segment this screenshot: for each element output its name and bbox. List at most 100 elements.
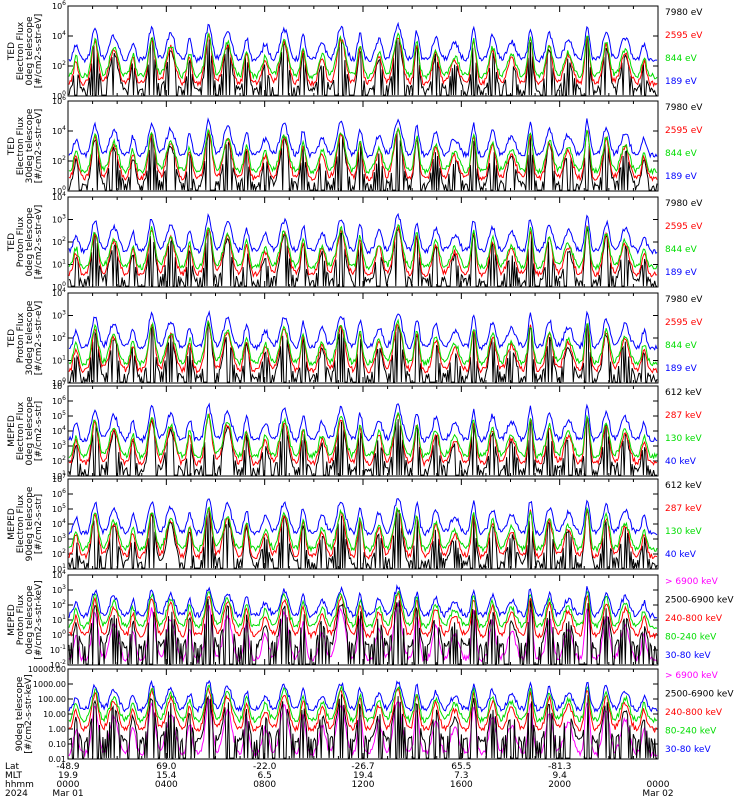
legend-label: 844 eV [665,245,698,255]
legend-label: 130 keV [665,527,702,537]
legend-label: 287 keV [665,504,702,514]
y-axis-label: 30deg telescope [25,300,35,375]
series-line [68,126,658,182]
series-line [68,583,658,620]
legend-label: 30-80 keV [665,651,711,661]
y-tick-label: 102 [52,332,66,343]
y-axis-label: MEPED [7,508,17,540]
series-line [68,127,658,176]
x-axis-lat-value: 69.0 [156,762,176,772]
y-tick-label: 106 [52,0,66,11]
x-axis-row-label: Lat [5,762,20,772]
series-line [68,310,658,352]
x-axis-lat-value: -26.7 [351,762,374,772]
legend-label: 240-800 keV [665,708,723,718]
legend-label: 7980 eV [665,295,703,305]
panel-7: 10-2 10-1 100 101 102 103 104 MEPED Proton Flux 0… [7,569,734,670]
x-axis-mlt-value: 19.9 [58,771,78,781]
x-axis-mlt-value: 7.3 [454,771,468,781]
x-axis-hhmm-value: 2000 [548,780,571,790]
legend-label: 2500-6900 keV [665,690,734,700]
series-line [68,590,658,631]
y-tick-label: 107 [52,473,66,484]
legend-label: 2595 eV [665,126,703,136]
y-tick-label: 10-1 [50,644,66,655]
y-axis-label: 30deg telescope [25,108,35,183]
y-axis-label: 90deg telescope [25,486,35,561]
y-tick-label: 100 [52,281,66,292]
y-tick-label: 102 [52,60,66,71]
series-line [68,598,658,665]
y-axis-label: [#/cm2-s-str-eV] [34,14,44,89]
y-tick-label: 104 [52,569,66,580]
y-tick-label: 106 [52,95,66,106]
series-line [68,31,658,81]
legend-label: 2500-6900 keV [665,596,734,606]
panel-2: 100 102 104 106 TED Electron Flux 30deg telesc… [7,95,703,196]
series-line [68,417,657,478]
y-tick-label: 106 [52,395,66,406]
legend-label: 2595 eV [665,318,703,328]
legend-label: 189 eV [665,172,698,182]
x-axis-row-label: 2024 [5,789,28,799]
y-axis-label: 0deg telescope [25,585,35,655]
series-line [68,506,658,554]
y-tick-label: 103 [52,533,66,544]
y-tick-label: 103 [52,440,66,451]
series-line [68,685,658,734]
series-line [69,321,658,385]
y-axis-label: 0deg telescope [25,207,35,277]
x-axis-row-label: MLT [5,771,23,781]
y-tick-label: 10.00 [43,710,66,719]
x-axis-lat-value: -81.3 [548,762,571,772]
series-line [68,32,658,88]
legend-label: 189 eV [665,364,698,374]
series-line [68,212,658,255]
x-axis-hhmm-value: 0000 [57,780,80,790]
legend-label: 40 keV [665,550,697,560]
y-tick-label: 1000.00 [33,680,66,689]
y-axis-label: Electron Flux [16,401,26,460]
y-tick-label: 0.10 [48,740,66,749]
y-tick-label: 104 [52,518,66,529]
y-tick-label: 101 [52,614,66,625]
legend-label: > 6900 keV [665,671,719,681]
y-tick-label: 100.00 [38,695,66,704]
series-line [68,225,658,278]
y-axis-label: [#/cm2-s-str-keV] [34,580,44,659]
y-axis-label: Electron Flux [16,21,26,80]
y-axis-label: [#/cm2-s-str-eV] [34,301,44,376]
panel-8: 0.01 0.10 1.00 10.00 100.00 1000.00 10000.0090… [15,665,734,764]
legend-label: 40 keV [665,457,697,467]
y-tick-label: 102 [52,236,66,247]
y-tick-label: 106 [52,488,66,499]
y-tick-label: 102 [52,155,66,166]
y-axis-label: 0deg telescope [25,16,35,86]
legend-label: 2595 eV [665,222,703,232]
legend-label: 80-240 keV [665,633,717,643]
panel-1: 100 102 104 106 TED Electron Flux 0deg telesco… [7,0,703,101]
y-tick-label: 0.01 [48,755,66,764]
legend-label: 7980 eV [665,199,703,209]
x-axis-lat-value: -48.9 [56,762,80,772]
y-axis-label: TED [7,233,17,252]
y-axis-label: [#/cm2-s-str-eV] [34,205,44,280]
series-line [68,694,657,759]
legend-label: 189 eV [665,268,698,278]
x-axis-hhmm-value: 1600 [450,780,473,790]
legend-label: 612 keV [665,481,702,491]
x-axis-hhmm-value: 1200 [352,780,375,790]
x-axis-mlt-value: 19.4 [353,771,373,781]
y-axis-label: Proton Flux [16,594,26,645]
y-tick-label: 1.00 [48,725,66,734]
x-axis-mlt-value: 15.4 [156,771,176,781]
y-axis-label: 0deg telescope [25,396,35,466]
series-line [68,319,658,374]
series-line [68,223,658,271]
y-tick-label: 100 [52,377,66,388]
y-tick-label: 10000.00 [28,665,66,674]
y-tick-label: 103 [52,214,66,225]
y-tick-label: 101 [52,470,66,481]
y-tick-label: 107 [52,380,66,391]
